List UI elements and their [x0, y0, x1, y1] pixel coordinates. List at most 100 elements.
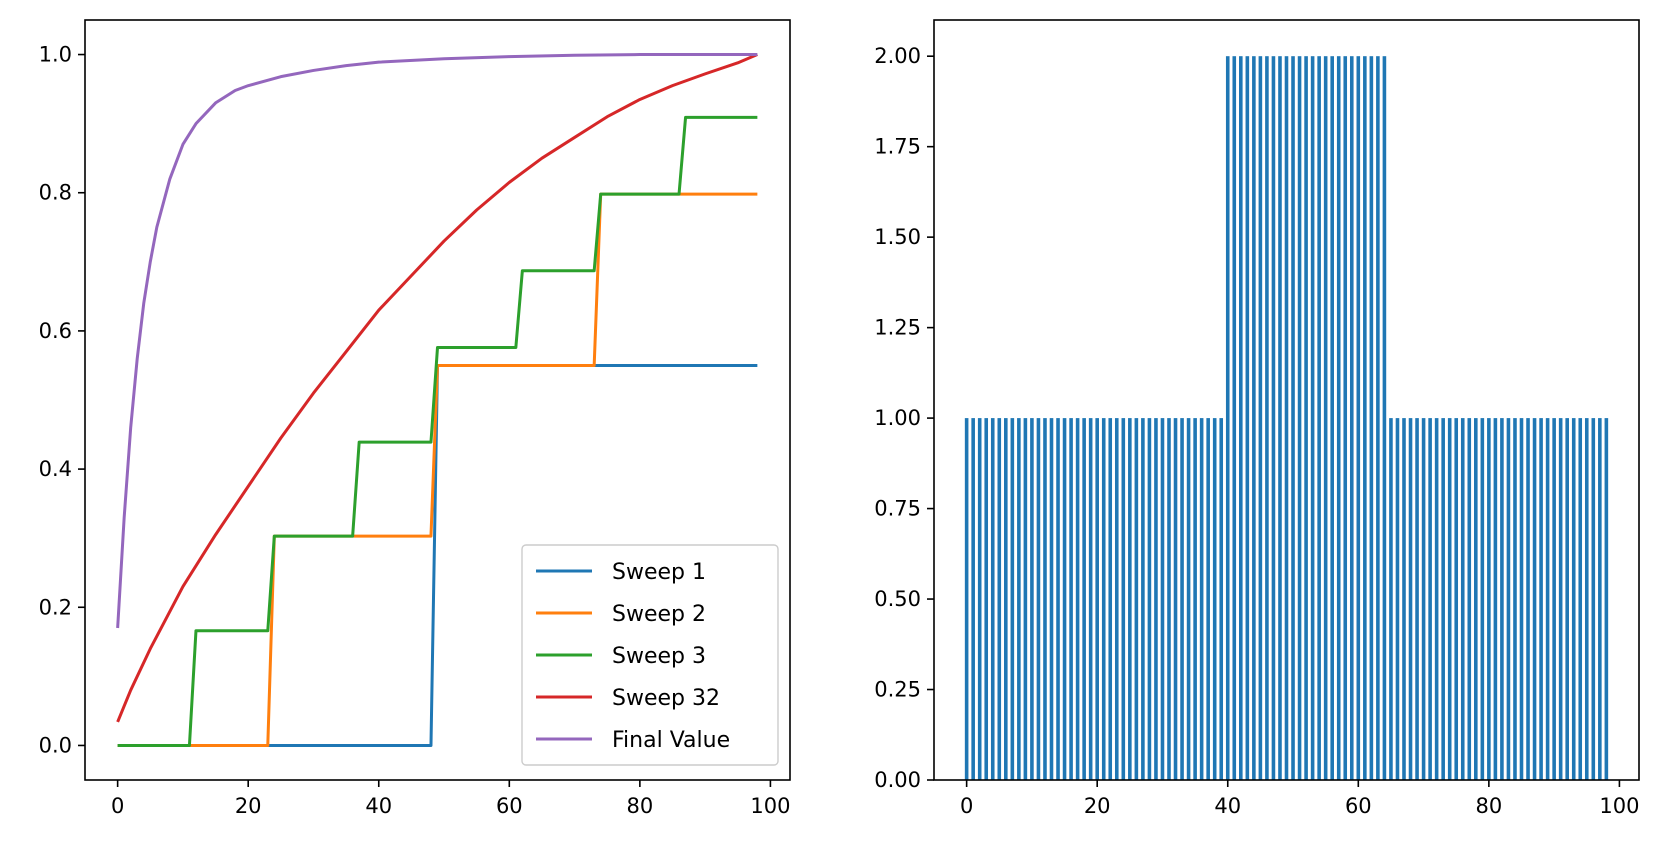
y-tick-label: 0.6 [39, 319, 72, 343]
bar [1134, 418, 1139, 780]
bar [1526, 418, 1530, 780]
bar [1565, 418, 1569, 780]
bar [1160, 418, 1165, 780]
bar [1330, 56, 1334, 780]
bar [1030, 418, 1034, 780]
legend-label-1: Sweep 1 [612, 560, 706, 585]
bar [1500, 418, 1504, 780]
x-tick-label: 0 [111, 794, 124, 818]
legend-box [521, 544, 779, 766]
bar [984, 418, 989, 780]
bar [1082, 418, 1086, 780]
bar [1460, 418, 1465, 780]
x-tick-label: 80 [626, 794, 653, 818]
legend: Sweep 1 Sweep 2 Sweep 3 Sweep 32 Final Value [521, 544, 779, 766]
x-tick-label: 20 [235, 794, 262, 818]
bar [1408, 418, 1413, 780]
bar [1415, 418, 1419, 780]
bar [1513, 418, 1517, 780]
bar [1101, 418, 1106, 780]
bar [1428, 418, 1432, 780]
y-tick-label: 0.2 [39, 595, 72, 619]
y-tick-label: 1.50 [874, 225, 921, 249]
series-line-5 [116, 53, 758, 629]
bar [1382, 56, 1387, 780]
x-tick-label: 80 [1475, 794, 1502, 818]
x-tick-label: 0 [960, 794, 973, 818]
axes-frame-right [933, 19, 1640, 781]
bar [1010, 418, 1015, 780]
bar [1284, 56, 1289, 780]
y-axis-right: 0.00 0.25 0.50 0.75 1.00 1.25 1.50 1.75 2.00 [874, 44, 934, 792]
x-tick-label: 40 [1214, 794, 1241, 818]
bar [1017, 418, 1021, 780]
bar [1128, 418, 1132, 780]
bar [1186, 418, 1191, 780]
series-line-4 [116, 53, 758, 723]
x-axis-left: 0 20 40 60 80 100 [111, 780, 790, 818]
bar [1539, 418, 1543, 780]
bar [1258, 56, 1263, 780]
bar [1552, 418, 1556, 780]
bar [1487, 418, 1491, 780]
legend-label-4: Sweep 32 [612, 686, 720, 711]
bar [1571, 418, 1576, 780]
y-tick-label: 0.4 [39, 457, 72, 481]
bar [1310, 56, 1315, 780]
bar [1141, 418, 1145, 780]
x-tick-label: 40 [365, 794, 392, 818]
bar [1167, 418, 1171, 780]
bar [1369, 56, 1374, 780]
bar [1036, 418, 1041, 780]
bar-chart: 0 20 40 60 80 100 0.00 0.25 0.50 0.75 1.00 1.25 1.5… [874, 19, 1640, 818]
bar [1219, 418, 1224, 780]
bar [1147, 418, 1152, 780]
bar [1591, 418, 1596, 780]
bar [1532, 418, 1537, 780]
bar [1069, 418, 1073, 780]
y-tick-label: 1.25 [874, 316, 921, 340]
bar [1578, 418, 1583, 780]
x-tick-label: 100 [750, 794, 790, 818]
bar [1434, 418, 1439, 780]
bar [1323, 56, 1328, 780]
bar [1193, 418, 1197, 780]
bar [1206, 418, 1210, 780]
x-tick-label: 60 [496, 794, 523, 818]
bar [1075, 418, 1080, 780]
bars [964, 56, 1609, 780]
line-chart: 0 20 40 60 80 100 0.00.20.40.60.81.0 Sweep 1S… [39, 19, 791, 818]
y-tick-label: 0.25 [874, 678, 921, 702]
bar [1232, 56, 1237, 780]
y-tick-label: 1.0 [39, 43, 72, 67]
bar [1317, 56, 1321, 780]
x-tick-label: 20 [1084, 794, 1111, 818]
y-tick-label: 2.00 [874, 44, 921, 68]
series-line-3 [117, 115, 758, 747]
bar [1304, 56, 1308, 780]
bar [1173, 418, 1178, 780]
bar [1239, 56, 1243, 780]
y-tick-label: 0.50 [874, 587, 921, 611]
bar [1062, 418, 1067, 780]
bar [1454, 418, 1459, 780]
bar [1043, 418, 1047, 780]
bar [1114, 418, 1119, 780]
bar [1519, 418, 1524, 780]
bar [1336, 56, 1341, 780]
bar [1402, 418, 1406, 780]
bar [1395, 418, 1400, 780]
series-line-1 [117, 363, 758, 747]
bar [977, 418, 982, 780]
x-tick-label: 60 [1345, 794, 1372, 818]
bar [964, 418, 969, 780]
y-tick-label: 0.0 [39, 733, 72, 757]
y-tick-label: 0.75 [874, 497, 921, 521]
legend-label-3: Sweep 3 [612, 644, 706, 669]
bar [1004, 418, 1008, 780]
bar [1604, 418, 1609, 780]
y-tick-label: 1.00 [874, 406, 921, 430]
bar [997, 418, 1002, 780]
bar [971, 418, 975, 780]
bar [1271, 56, 1276, 780]
